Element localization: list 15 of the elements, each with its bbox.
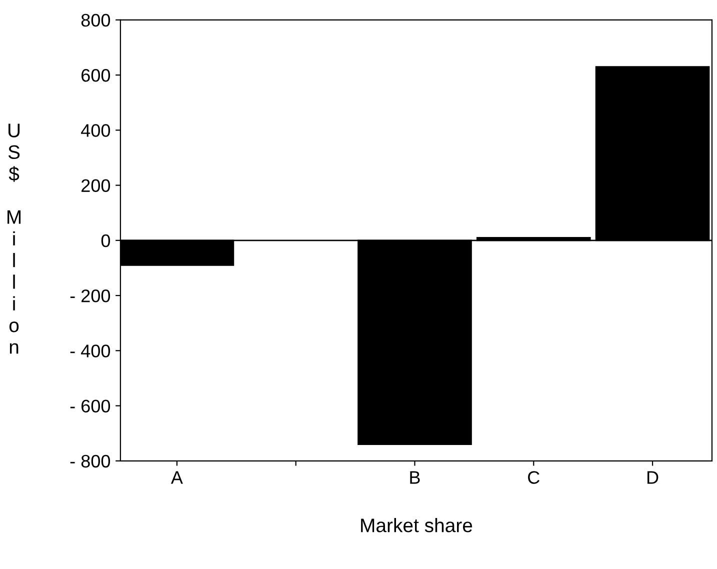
- y-tick-label: - 200: [70, 289, 110, 302]
- x-axis-title: Market share: [361, 518, 472, 532]
- x-tick-label: D: [647, 471, 658, 484]
- y-tick-label: - 400: [70, 344, 110, 358]
- y-tick-label: 0: [101, 234, 110, 248]
- y-tick-label: 200: [82, 179, 110, 192]
- y-tick-label: 400: [81, 124, 110, 137]
- x-tick-label: A: [170, 471, 183, 484]
- y-tick-label: 600: [82, 68, 110, 82]
- y-tick-label: 800: [81, 14, 110, 27]
- y-tick-label: - 600: [70, 400, 110, 412]
- x-tick-label: C: [528, 471, 540, 484]
- x-tick-label: B: [410, 471, 420, 484]
- y-tick-label: - 800: [70, 454, 110, 468]
- text: US$ Million: [8, 124, 21, 354]
